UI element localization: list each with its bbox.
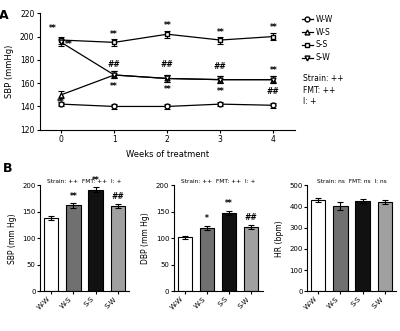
Text: ##: ## [161,60,174,69]
Text: **: ** [49,24,57,33]
Bar [110,206,125,291]
Bar [311,200,326,291]
Bar [244,227,258,291]
Bar [178,237,192,291]
Text: **: ** [216,87,224,96]
Y-axis label: DBP (mm Hg): DBP (mm Hg) [141,213,150,264]
Text: **: ** [110,82,118,91]
Bar [66,206,81,291]
X-axis label: Weeks of treatment: Weeks of treatment [126,150,209,159]
Text: Strain: ++
FMT: ++
I: +: Strain: ++ FMT: ++ I: + [303,74,344,107]
Bar [88,190,103,291]
Text: **: ** [164,85,171,94]
Text: B: B [3,162,12,175]
Legend: W-W, W-S, S-S, S-W: W-W, W-S, S-S, S-W [302,15,333,62]
Text: **: ** [164,21,171,29]
Text: ##: ## [214,63,227,71]
Text: **: ** [110,30,118,39]
Y-axis label: HR (bpm): HR (bpm) [275,220,284,257]
Y-axis label: SBP (mmHg): SBP (mmHg) [5,45,14,98]
Text: **: ** [270,66,277,75]
Text: *: * [205,214,209,223]
Bar [200,228,214,291]
Text: **: ** [92,176,100,185]
Y-axis label: SBP (mm Hg): SBP (mm Hg) [8,213,17,263]
Text: **: ** [270,23,277,32]
Bar [333,206,348,291]
Text: ##: ## [111,192,124,201]
Text: ##: ## [267,87,280,96]
Bar [378,202,392,291]
Text: **: ** [216,27,224,36]
Title: Strain: ns  FMT: ns  I: ns: Strain: ns FMT: ns I: ns [317,179,386,184]
Text: **: ** [65,40,73,49]
Text: A: A [0,9,9,22]
Bar [222,213,236,291]
Title: Strain: ++  FMT: ++  I: +: Strain: ++ FMT: ++ I: + [47,179,122,184]
Text: ##: ## [245,213,258,222]
Text: **: ** [225,199,233,208]
Text: **: ** [57,98,65,107]
Title: Strain: ++  FMT: ++  I: +: Strain: ++ FMT: ++ I: + [181,179,255,184]
Text: ##: ## [108,60,121,69]
Text: **: ** [70,192,77,201]
Bar [44,218,58,291]
Bar [355,201,370,291]
